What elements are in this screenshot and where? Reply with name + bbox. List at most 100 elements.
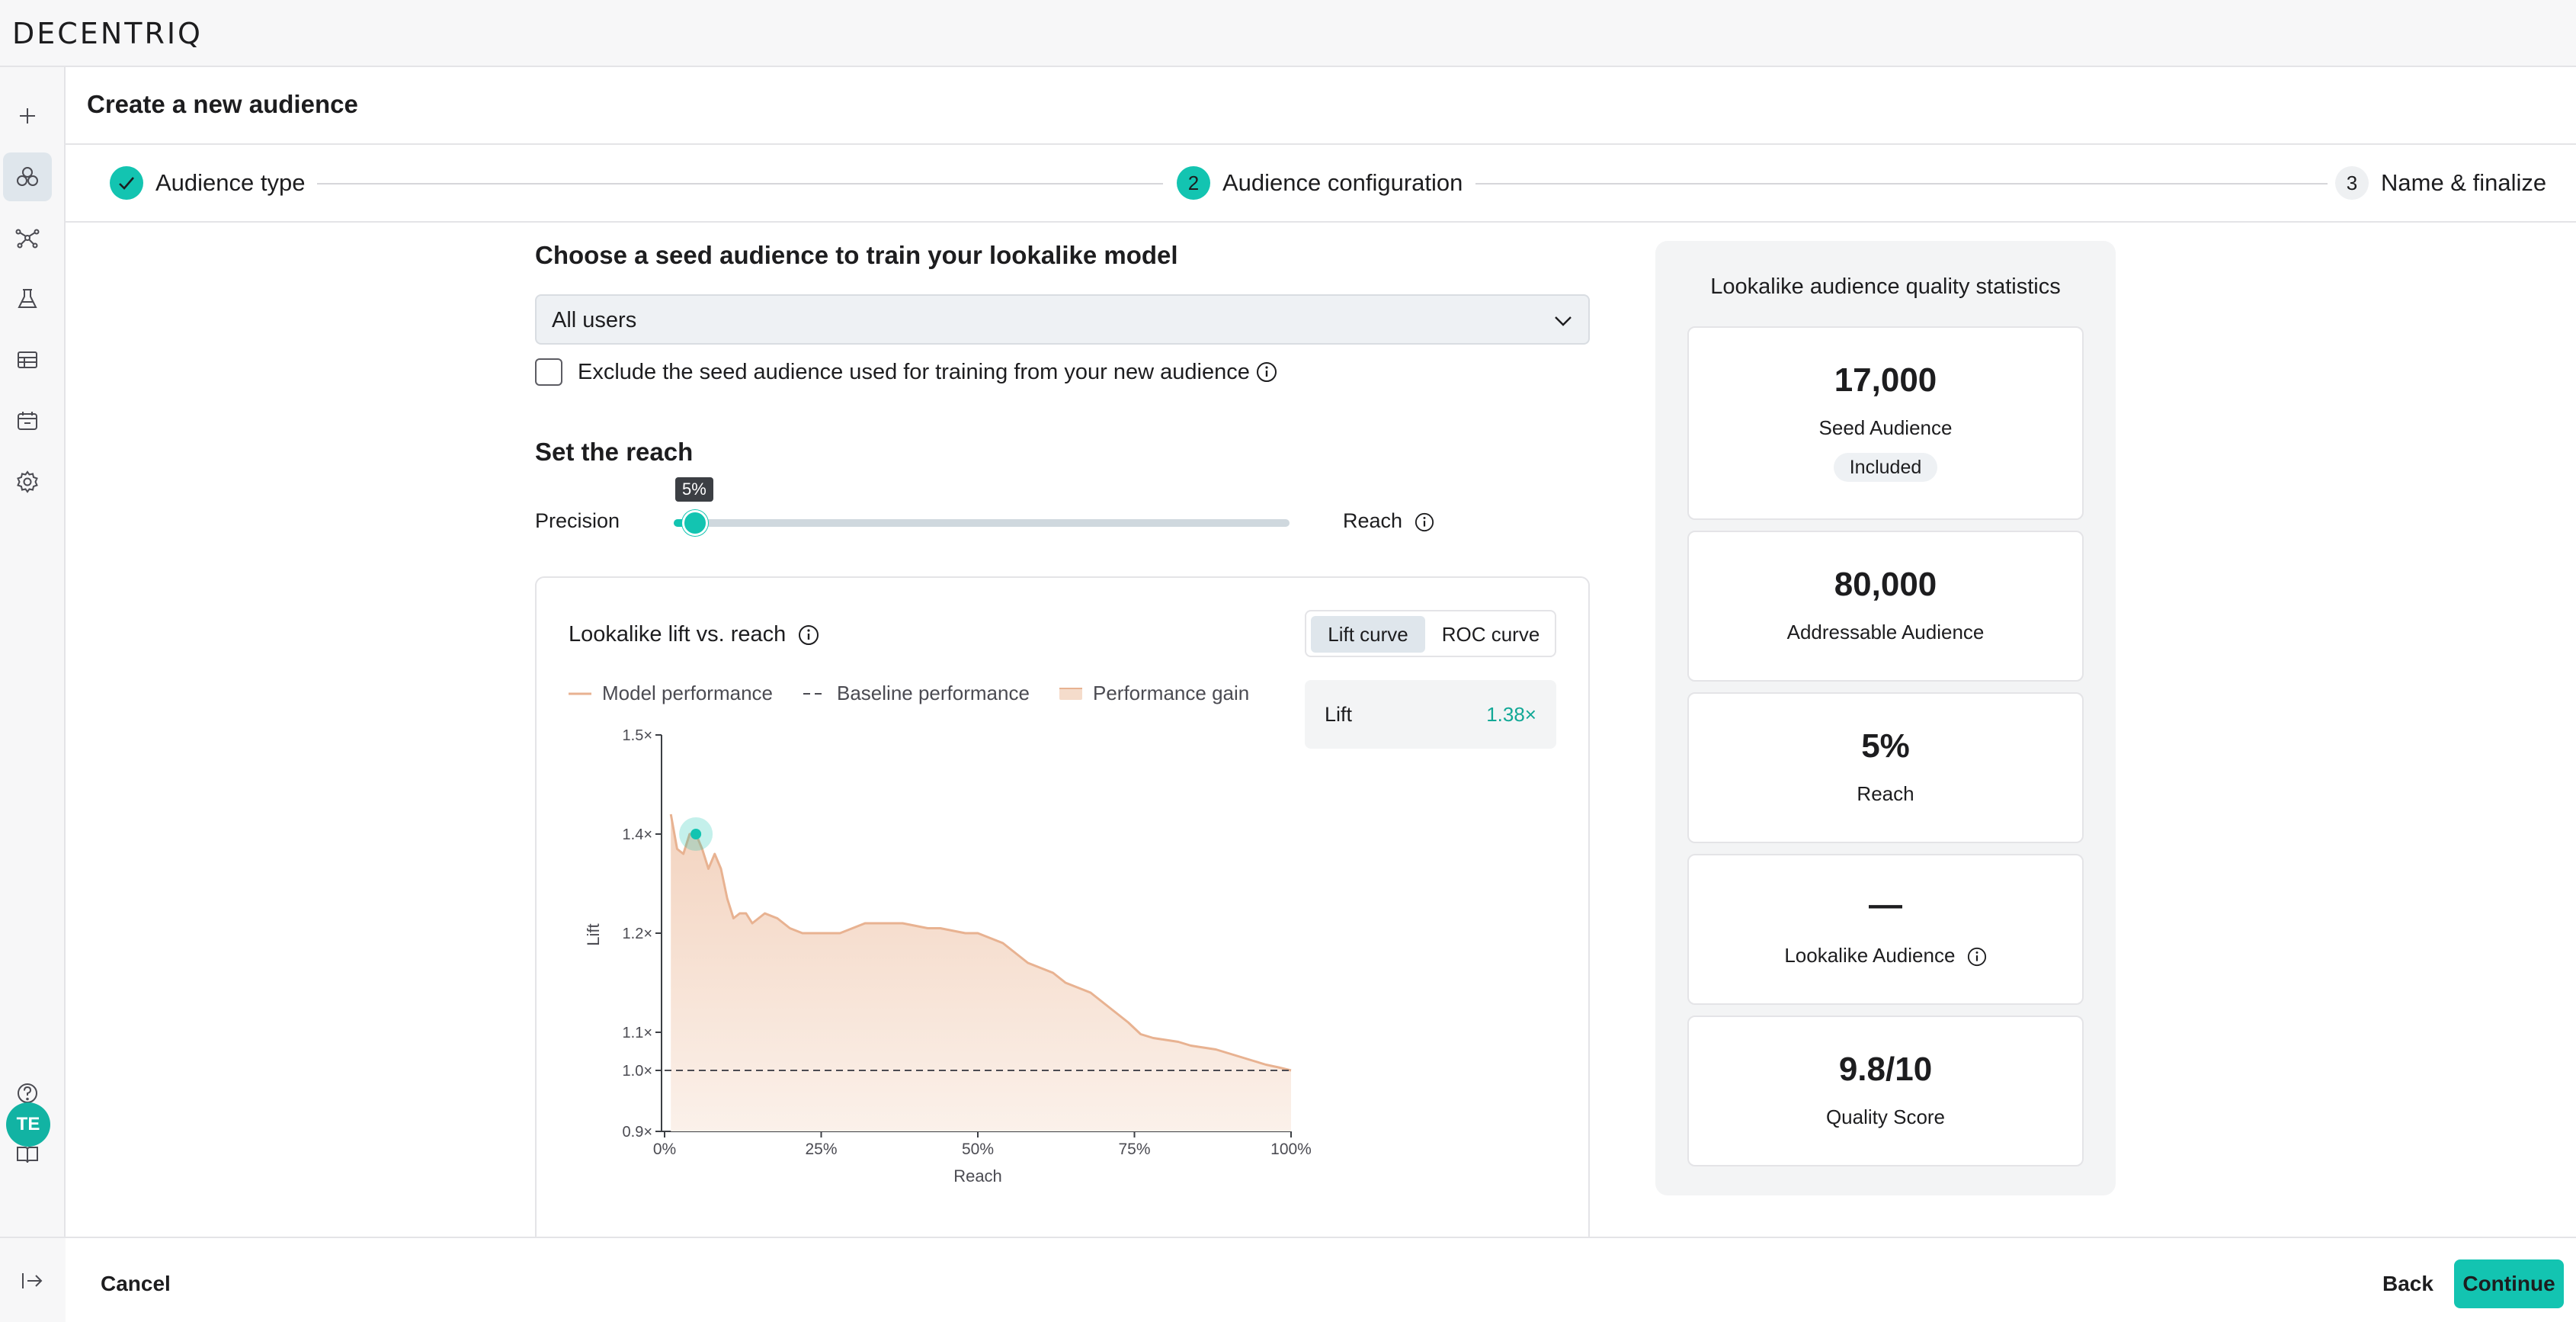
y-tick-label: 1.4× (623, 826, 652, 843)
reach-slider[interactable] (674, 510, 1290, 536)
chart-title: Lookalike lift vs. reach (569, 622, 787, 647)
x-tick-label: 100% (1270, 1141, 1312, 1158)
sidebar-item-flask[interactable] (3, 274, 52, 323)
info-icon[interactable] (1967, 947, 1987, 967)
stat-card-reach: 5% Reach (1687, 692, 2084, 843)
calendar-icon (18, 412, 37, 430)
sidebar-item-network[interactable] (3, 213, 52, 262)
legend-baseline: Baseline performance (803, 682, 1030, 705)
step-number: 2 (1177, 166, 1210, 200)
performance-gain-area (671, 814, 1291, 1131)
chart-title-row: Lookalike lift vs. reach (569, 622, 819, 647)
y-tick-label: 1.2× (623, 926, 652, 942)
reach-heading: Set the reach (535, 438, 694, 466)
stat-value: 9.8/10 (1838, 1051, 1933, 1088)
x-tick-label: 75% (1118, 1141, 1150, 1158)
lift-chart-card: Lookalike lift vs. reach Lift curve ROC … (535, 576, 1590, 1322)
reach-label: Reach (1343, 509, 1403, 532)
sidebar-item-gear[interactable] (3, 457, 52, 506)
sidebar-item-calendar[interactable] (3, 396, 52, 445)
step-name-finalize[interactable]: 3 Name & finalize (2335, 166, 2546, 200)
stat-label: Seed Audience (1818, 416, 1953, 439)
step-number: 3 (2335, 166, 2369, 200)
footer: Cancel Back Continue (66, 1237, 2576, 1322)
y-axis-label: Lift (584, 923, 603, 945)
collapse-sidebar-button[interactable] (8, 1256, 56, 1305)
sidebar-footer (0, 1237, 66, 1322)
step-label: Name & finalize (2381, 169, 2547, 196)
gear-icon (17, 470, 38, 493)
exclude-seed-row: Exclude the seed audience used for train… (535, 355, 1277, 389)
highlight-point (690, 829, 702, 839)
stat-value: — (1869, 886, 1902, 923)
continue-button[interactable]: Continue (2454, 1259, 2564, 1308)
lift-label: Lift (1325, 703, 1353, 726)
chevron-down-icon (1555, 316, 1572, 326)
step-audience-configuration[interactable]: 2 Audience configuration (1177, 166, 1463, 200)
legend-dash-swatch (803, 692, 826, 695)
stats-panel: Lookalike audience quality statistics 17… (1655, 241, 2116, 1195)
seed-heading: Choose a seed audience to train your loo… (535, 241, 1178, 269)
info-icon[interactable] (798, 624, 819, 646)
sidebar-item-book[interactable] (3, 1130, 52, 1179)
x-tick-label: 50% (962, 1141, 994, 1158)
stat-label: Reach (1857, 782, 1914, 805)
lift-chart: 1.5× 1.4× 1.2× 1.1× 1.0× 0.9×0% 25% 50% 75% 100% R… (584, 727, 1312, 1186)
slider-tooltip: 5% (675, 477, 713, 502)
top-bar: DECENTRIQ (0, 0, 2576, 67)
sidebar-item-table[interactable] (3, 335, 52, 384)
seed-audience-value: All users (552, 308, 637, 332)
table-icon (18, 351, 37, 368)
info-icon[interactable] (1415, 512, 1434, 532)
book-icon (17, 1147, 38, 1163)
page-title: Create a new audience (87, 90, 358, 118)
exclude-seed-label: Exclude the seed audience used for train… (578, 359, 1250, 384)
curve-toggle: Lift curve ROC curve (1305, 610, 1556, 657)
seed-audience-select[interactable]: All users (535, 294, 1590, 345)
stat-card-addressable: 80,000 Addressable Audience (1687, 531, 2084, 682)
step-connector (1475, 183, 2328, 185)
audiences-icon (17, 167, 38, 186)
back-button[interactable]: Back (2382, 1272, 2433, 1295)
step-label: Audience type (155, 169, 306, 196)
legend-gain: Performance gain (1059, 682, 1249, 705)
info-icon[interactable] (1256, 361, 1277, 383)
model-performance-line (669, 813, 1292, 1072)
sidebar-item-audiences[interactable] (3, 152, 52, 201)
sidebar-item-plus[interactable] (3, 91, 52, 140)
stat-card-seed: 17,000 Seed Audience Included (1687, 326, 2084, 520)
stat-label: Lookalike Audience (1784, 944, 1956, 967)
network-icon (15, 229, 40, 249)
legend-label: Model performance (602, 682, 773, 704)
stat-card-quality: 9.8/10 Quality Score (1687, 1016, 2084, 1166)
x-axis-label: Reach (953, 1166, 1002, 1186)
header-divider (66, 143, 2576, 145)
lift-curve-tab[interactable]: Lift curve (1311, 616, 1425, 653)
y-tick-label: 1.1× (623, 1025, 652, 1041)
slider-thumb[interactable] (682, 510, 708, 536)
roc-curve-tab[interactable]: ROC curve (1441, 622, 1540, 646)
stat-label: Quality Score (1825, 1105, 1946, 1128)
y-tick-label: 1.0× (623, 1063, 652, 1080)
legend-label: Baseline performance (837, 682, 1030, 704)
brand-logo[interactable]: DECENTRIQ (12, 17, 203, 50)
stat-value: 5% (1861, 727, 1910, 765)
legend-model: Model performance (569, 682, 773, 705)
exclude-seed-checkbox[interactable] (535, 358, 562, 386)
step-connector (317, 183, 1163, 185)
included-badge: Included (1834, 453, 1937, 482)
legend-label: Performance gain (1093, 682, 1250, 704)
reach-label-row: Reach (1343, 509, 1434, 533)
user-avatar[interactable]: TE (6, 1102, 50, 1147)
x-tick-label: 25% (805, 1141, 837, 1158)
plus-icon (20, 108, 35, 124)
y-tick-label: 1.5× (623, 727, 652, 744)
stat-label: Addressable Audience (1786, 621, 1985, 643)
check-icon (110, 166, 143, 200)
stats-title: Lookalike audience quality statistics (1710, 274, 2061, 299)
cancel-button[interactable]: Cancel (101, 1272, 171, 1295)
lift-value: 1.38× (1486, 703, 1536, 726)
stat-value: 80,000 (1834, 566, 1937, 603)
step-audience-type[interactable]: Audience type (110, 166, 305, 200)
legend-fill-swatch (1059, 687, 1082, 700)
